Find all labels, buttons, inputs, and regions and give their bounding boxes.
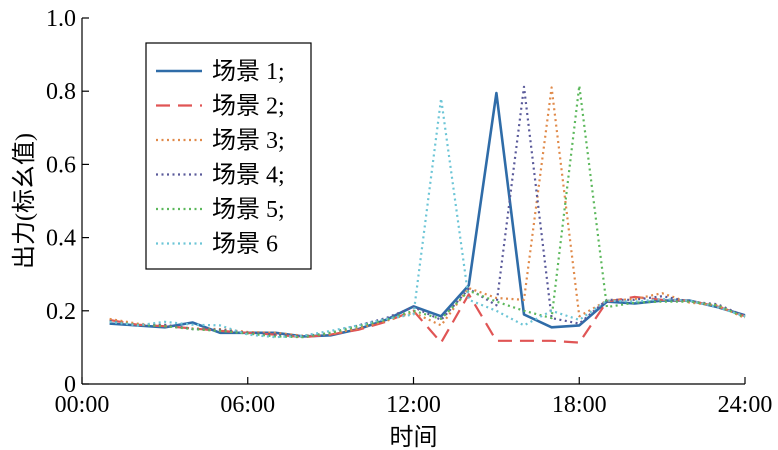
x-tick-label: 24:00 bbox=[718, 392, 773, 418]
x-tick-label: 18:00 bbox=[552, 392, 607, 418]
series-line-2 bbox=[109, 293, 746, 344]
series-lines bbox=[109, 84, 746, 344]
y-tick-label: 0.6 bbox=[46, 152, 76, 178]
y-tick-label: 0.4 bbox=[46, 226, 76, 252]
y-tick-label: 0.8 bbox=[46, 79, 76, 105]
legend-label: 场景 6 bbox=[212, 232, 278, 258]
legend-label: 场景 1; bbox=[212, 59, 285, 85]
legend-label: 场景 4; bbox=[212, 163, 285, 189]
x-tick-label: 06:00 bbox=[220, 392, 275, 418]
legend: 场景 1; 场景 2; 场景 3; 场景 4; 场景 5; 场景 6 bbox=[145, 42, 312, 270]
y-tick-label: 0 bbox=[64, 372, 76, 398]
x-axis-title: 时间 bbox=[390, 424, 438, 450]
x-tick-label: 00:00 bbox=[55, 392, 110, 418]
x-tick-label: 12:00 bbox=[386, 392, 441, 418]
y-axis-title: 出力(标幺值) bbox=[11, 133, 38, 269]
tick-labels: 0 0.2 0.4 0.6 0.8 1.0 00:00 06:00 12:00 18:00 24:0… bbox=[46, 6, 772, 418]
legend-label: 场景 2; bbox=[212, 94, 285, 120]
series-line-5 bbox=[109, 84, 746, 339]
series-line-4 bbox=[109, 85, 746, 338]
y-tick-label: 0.2 bbox=[46, 299, 76, 325]
legend-box bbox=[145, 42, 312, 270]
y-tick-label: 1.0 bbox=[46, 6, 76, 32]
legend-label: 场景 3; bbox=[212, 128, 285, 154]
legend-label: 场景 5; bbox=[212, 197, 285, 223]
